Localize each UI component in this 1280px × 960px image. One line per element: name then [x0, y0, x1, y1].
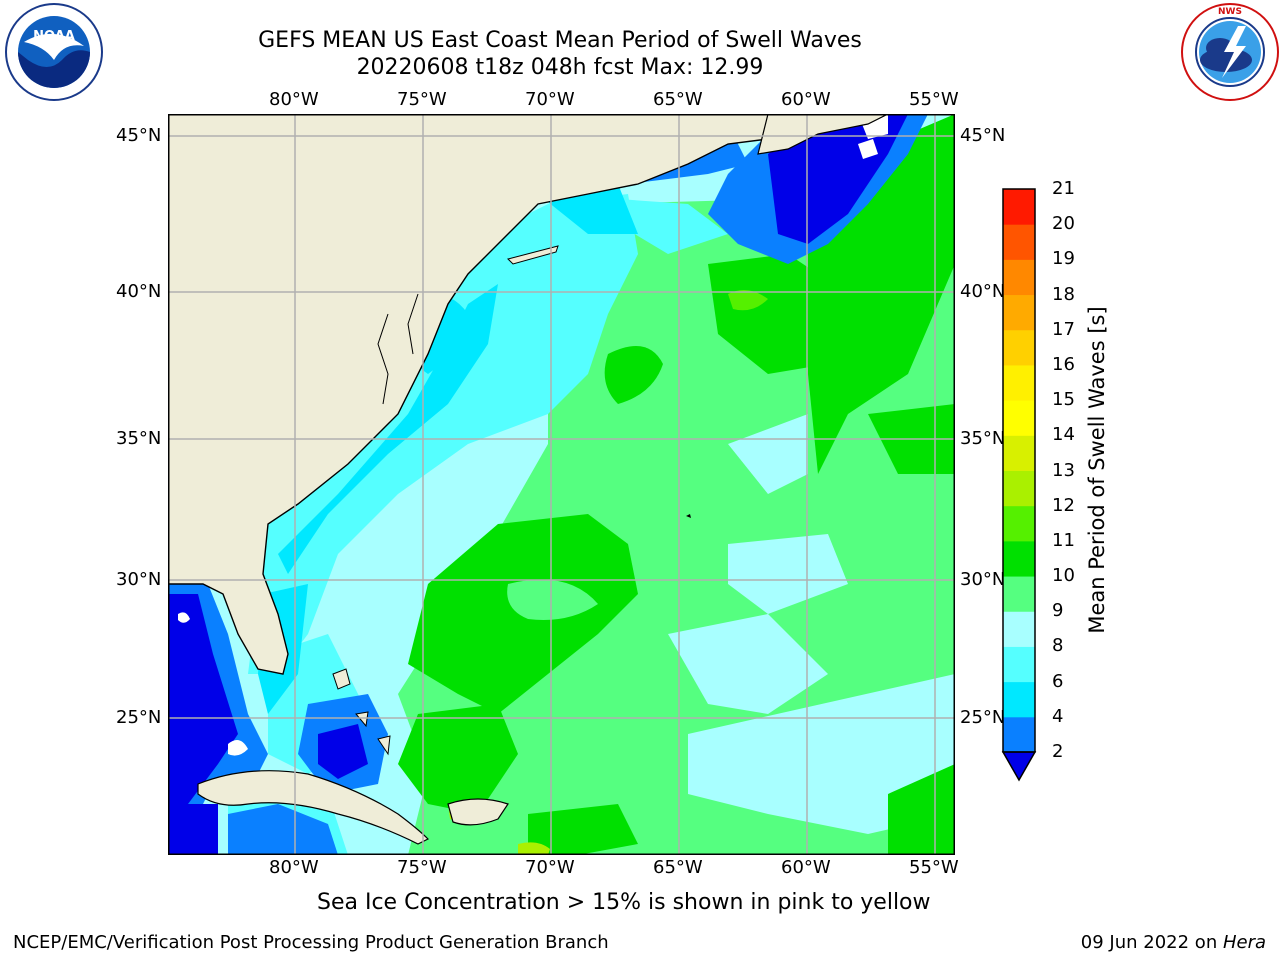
- lon-label-bottom-80w: 80°W: [269, 857, 319, 878]
- colorbar-segment: [1003, 259, 1035, 296]
- lat-label-right-30n: 30°N: [960, 569, 1006, 590]
- lat-label-right-25n: 25°N: [960, 707, 1006, 728]
- colorbar-under-triangle: [1001, 751, 1037, 782]
- colorbar-tick-label: 14: [1052, 424, 1075, 446]
- footer-date-text: 09 Jun 2022 on: [1080, 932, 1223, 953]
- lat-label-right-45n: 45°N: [960, 125, 1006, 146]
- colorbar-tick-label: 8: [1052, 635, 1064, 657]
- swell-period-map: [168, 114, 955, 855]
- map-gridlines: [168, 114, 955, 855]
- colorbar-tick-label: 12: [1052, 494, 1075, 516]
- colorbar-segment: [1003, 294, 1035, 331]
- lat-label-left-45n: 45°N: [116, 125, 162, 146]
- colorbar-tick-label: 10: [1052, 565, 1075, 587]
- lat-label-right-40n: 40°N: [960, 281, 1006, 302]
- colorbar-segment: [1003, 540, 1035, 577]
- lon-label-bottom-55w: 55°W: [909, 857, 959, 878]
- colorbar: [1001, 188, 1037, 782]
- lon-label-top-55w: 55°W: [909, 89, 959, 110]
- colorbar-segment: [1003, 329, 1035, 366]
- colorbar-label: Mean Period of Swell Waves [s]: [1085, 306, 1109, 634]
- colorbar-segment: [1003, 681, 1035, 718]
- colorbar-segment: [1003, 576, 1035, 612]
- swell-10-11-caribbean: [398, 704, 518, 814]
- colorbar-segment: [1003, 646, 1035, 683]
- colorbar-tick-label: 6: [1052, 670, 1064, 692]
- colorbar-tick-label: 16: [1052, 353, 1075, 375]
- colorbar-tick-label: 2: [1052, 741, 1064, 762]
- colorbar-segment: [1003, 611, 1035, 647]
- noaa-logo-text: NOAA: [33, 29, 75, 44]
- colorbar-tick-label: 21: [1052, 178, 1075, 199]
- colorbar-tick-label: 18: [1052, 283, 1075, 305]
- map-frame: [168, 114, 955, 855]
- footer-host: Hera: [1222, 932, 1266, 953]
- footer-branch: NCEP/EMC/Verification Post Processing Pr…: [13, 932, 609, 953]
- colorbar-tick-label: 20: [1052, 213, 1075, 235]
- colorbar-tick-label: 17: [1052, 318, 1075, 340]
- land-north-america: [168, 114, 869, 675]
- lon-label-bottom-70w: 70°W: [525, 857, 575, 878]
- lon-label-top-60w: 60°W: [781, 89, 831, 110]
- sea-ice-note: Sea Ice Concentration > 15% is shown in …: [317, 890, 931, 915]
- colorbar-tick-label: 4: [1052, 705, 1064, 727]
- lon-label-bottom-60w: 60°W: [781, 857, 831, 878]
- colorbar-segment: [1003, 189, 1035, 225]
- colorbar-segment: [1003, 224, 1035, 260]
- lon-label-top-80w: 80°W: [269, 89, 319, 110]
- lon-label-top-75w: 75°W: [397, 89, 447, 110]
- land-hispaniola: [447, 798, 509, 826]
- noaa-logo: NOAA: [5, 3, 103, 101]
- colorbar-segment: [1003, 400, 1035, 436]
- lon-label-top-70w: 70°W: [525, 89, 575, 110]
- colorbar-tick-label: 19: [1052, 248, 1075, 270]
- colorbar-segment: [1003, 716, 1035, 753]
- colorbar-segment: [1003, 470, 1035, 507]
- colorbar-tick-label: 9: [1052, 600, 1064, 622]
- lat-label-right-35n: 35°N: [960, 428, 1006, 449]
- colorbar-segment: [1003, 435, 1035, 471]
- nws-logo: NWS: [1181, 3, 1279, 101]
- lon-label-bottom-75w: 75°W: [397, 857, 447, 878]
- footer-date: 09 Jun 2022 on Hera: [1081, 932, 1266, 953]
- swell-6-8-coastal: [248, 194, 638, 674]
- chart-subtitle: 20220608 t18z 048h fcst Max: 12.99: [356, 55, 764, 80]
- chart-title: GEFS MEAN US East Coast Mean Period of S…: [258, 28, 862, 53]
- colorbar-tick-label: 15: [1052, 389, 1075, 411]
- lon-label-bottom-65w: 65°W: [653, 857, 703, 878]
- colorbar-segment: [1003, 505, 1035, 542]
- lat-label-left-40n: 40°N: [116, 281, 162, 302]
- lat-label-left-30n: 30°N: [116, 569, 162, 590]
- colorbar-tick-label: 13: [1052, 459, 1075, 481]
- lat-label-left-35n: 35°N: [116, 428, 162, 449]
- svg-text:NWS: NWS: [1218, 7, 1242, 17]
- colorbar-segment: [1003, 364, 1035, 401]
- colorbar-tick-label: 11: [1052, 529, 1075, 551]
- lat-label-left-25n: 25°N: [116, 707, 162, 728]
- lon-label-top-65w: 65°W: [653, 89, 703, 110]
